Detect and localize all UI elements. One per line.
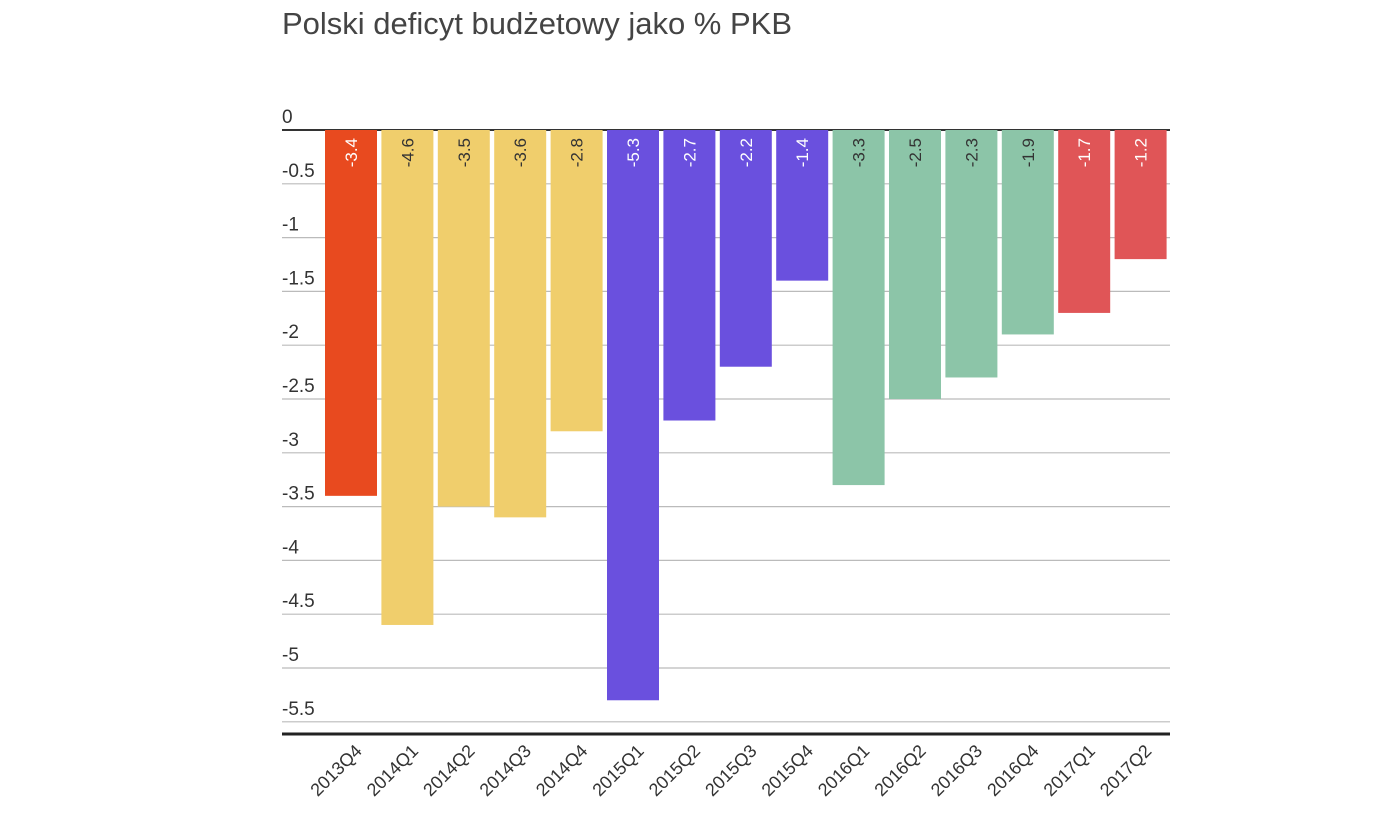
bar-2016Q4 xyxy=(1001,130,1054,335)
y-tick-label: -0.5 xyxy=(282,161,315,182)
y-tick-label: -3 xyxy=(282,430,299,451)
data-label: -1.2 xyxy=(1132,138,1151,167)
data-label: -3.6 xyxy=(511,138,530,167)
x-tick-label: 2014Q2 xyxy=(419,741,478,800)
bar-2014Q4 xyxy=(550,130,603,432)
x-tick-label: 2014Q1 xyxy=(363,741,422,800)
x-tick-label: 2015Q1 xyxy=(588,741,647,800)
data-label: -1.7 xyxy=(1075,138,1094,167)
bar-2017Q1 xyxy=(1058,130,1111,313)
y-tick-label: -3.5 xyxy=(282,484,315,505)
x-tick-label: 2015Q4 xyxy=(758,741,817,800)
data-label: -1.9 xyxy=(1019,138,1038,167)
x-tick-label: 2014Q3 xyxy=(476,741,535,800)
y-tick-label: 0 xyxy=(282,107,293,128)
bar-2015Q3 xyxy=(719,130,772,367)
y-tick-label: -1 xyxy=(282,215,299,236)
x-tick-label: 2017Q2 xyxy=(1096,741,1155,800)
data-label: -3.4 xyxy=(342,138,361,167)
bar-2016Q2 xyxy=(889,130,941,399)
bar-2013Q4 xyxy=(325,130,377,496)
x-tick-label: 2016Q4 xyxy=(983,741,1042,800)
data-label: -3.5 xyxy=(455,138,474,167)
chart-title: Polski deficyt budżetowy jako % PKB xyxy=(282,6,793,41)
data-label: -3.3 xyxy=(850,138,869,167)
bar-2014Q2 xyxy=(437,130,490,507)
data-label: -1.4 xyxy=(793,138,812,167)
bar-2016Q1 xyxy=(832,130,885,486)
x-tick-label: 2016Q1 xyxy=(814,741,873,800)
bar-2014Q3 xyxy=(494,130,547,518)
bar-2015Q4 xyxy=(776,130,829,281)
bar-2016Q3 xyxy=(945,130,998,378)
data-label: -2.8 xyxy=(568,138,587,167)
x-tick-label: 2016Q3 xyxy=(927,741,986,800)
y-tick-label: -4 xyxy=(282,537,299,558)
y-tick-label: -5 xyxy=(282,645,299,666)
data-label: -5.3 xyxy=(624,138,643,167)
y-tick-label: -2.5 xyxy=(282,376,315,397)
x-tick-label: 2015Q2 xyxy=(645,741,704,800)
bar-2015Q1 xyxy=(607,130,659,701)
x-tick-label: 2014Q4 xyxy=(532,741,591,800)
y-tick-label: -1.5 xyxy=(282,268,315,289)
bar-2015Q2 xyxy=(663,130,716,421)
data-label: -2.2 xyxy=(737,138,756,167)
y-tick-label: -2 xyxy=(282,322,299,343)
x-tick-label: 2016Q2 xyxy=(870,741,929,800)
x-tick-label: 2017Q1 xyxy=(1040,741,1099,800)
bar-2014Q1 xyxy=(381,130,434,625)
x-tick-label: 2015Q3 xyxy=(701,741,760,800)
y-tick-label: -4.5 xyxy=(282,591,315,612)
data-label: -2.3 xyxy=(962,138,981,167)
bar-2017Q2 xyxy=(1114,130,1167,260)
y-tick-label: -5.5 xyxy=(282,699,315,720)
data-label: -2.5 xyxy=(906,138,925,167)
x-tick-label: 2013Q4 xyxy=(306,741,365,800)
data-label: -2.7 xyxy=(680,138,699,167)
data-label: -4.6 xyxy=(398,138,417,167)
